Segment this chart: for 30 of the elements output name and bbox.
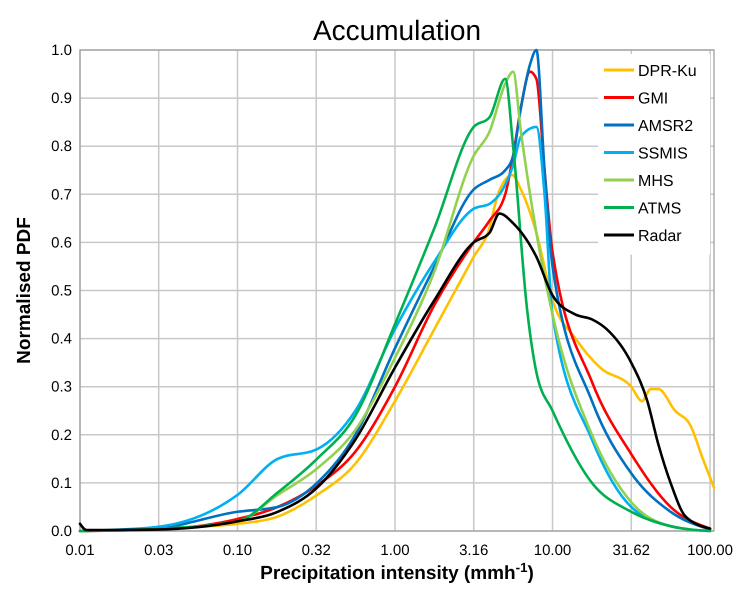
- chart-title: Accumulation: [312, 15, 482, 46]
- y-tick-label: 0.7: [51, 186, 72, 204]
- y-tick-label: 0.9: [51, 90, 72, 108]
- legend-label: AMSR2: [638, 118, 694, 135]
- y-tick-label: 0.4: [51, 330, 72, 348]
- y-tick-label: 0.3: [51, 378, 72, 396]
- x-tick-label: 0.01: [65, 542, 95, 559]
- y-tick-label: 0.6: [51, 234, 72, 252]
- y-axis-title: Normalised PDF: [14, 217, 35, 364]
- x-tick-label: 31.62: [612, 542, 650, 559]
- legend-label: SSMIS: [638, 146, 688, 162]
- x-axis-title: Precipitation intensity (mmh$^{-1}$): [260, 560, 534, 584]
- y-tick-label: 0.2: [51, 426, 72, 444]
- y-tick-label: 1.0: [51, 42, 72, 59]
- y-tick-label: 0.8: [51, 138, 72, 156]
- x-tick-label: 10.00: [534, 542, 572, 559]
- y-tick-label: 0.5: [51, 282, 72, 300]
- x-tick-label: 0.32: [302, 542, 331, 559]
- y-tick-label: 0.1: [51, 474, 72, 492]
- x-tick-label: 1.00: [380, 542, 410, 559]
- y-tick-label: 0.0: [51, 523, 72, 540]
- x-tick-label: 3.16: [459, 542, 488, 559]
- x-tick-label: 100.00: [687, 542, 733, 559]
- legend-label: MHS: [638, 173, 674, 190]
- x-tick-label: 0.03: [144, 542, 174, 559]
- legend-label: DPR-Ku: [638, 63, 697, 80]
- legend-label: ATMS: [638, 200, 682, 218]
- legend-label: Radar: [638, 228, 682, 245]
- x-tick-label: 0.10: [222, 542, 252, 559]
- legend-label: GMI: [638, 90, 668, 108]
